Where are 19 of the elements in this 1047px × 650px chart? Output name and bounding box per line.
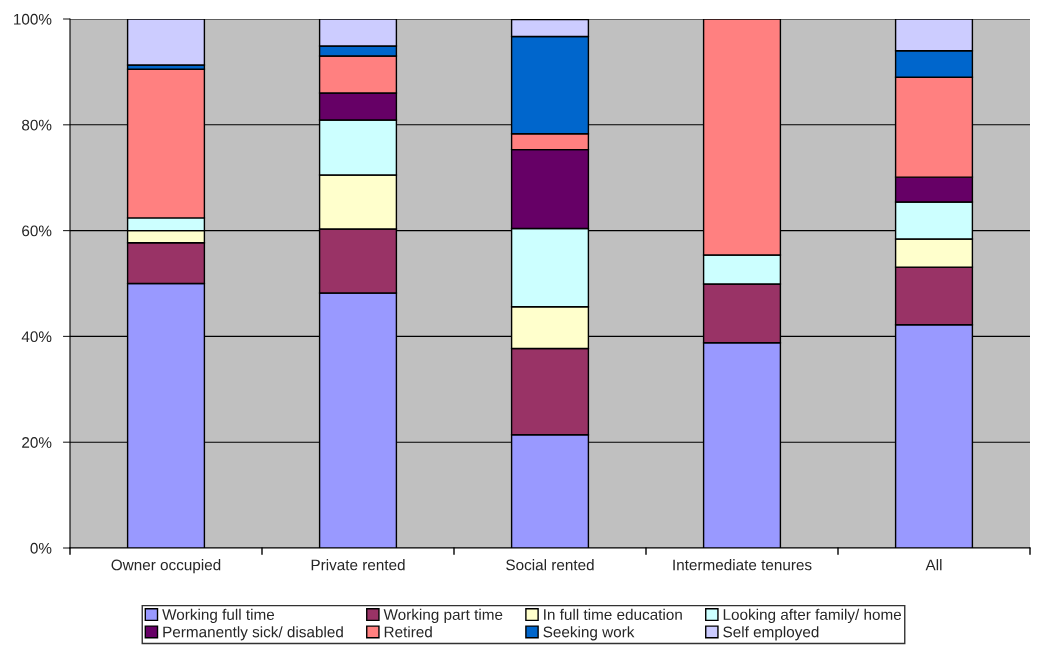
- legend-label: Self employed: [723, 626, 819, 641]
- legend-label: Permanently sick/ disabled: [163, 626, 343, 641]
- x-tick-label: Owner occupied: [111, 559, 221, 574]
- legend-label: Retired: [384, 626, 432, 638]
- legend-label: In full time education: [544, 608, 682, 620]
- legend-label: Working part time: [383, 608, 503, 624]
- x-tick-label: All: [925, 559, 942, 571]
- legend-label: Working full time: [162, 608, 275, 624]
- y-tick-label: 80%: [22, 119, 52, 131]
- x-tick-label: Intermediate tenures: [673, 559, 812, 571]
- legend-label: Looking after family/ home: [723, 608, 902, 624]
- x-tick-label: Social rented: [506, 559, 594, 571]
- x-tick-label: Private rented: [311, 559, 405, 571]
- y-tick-label: 0%: [30, 542, 52, 554]
- y-tick-label: 40%: [21, 331, 52, 343]
- y-tick-label: 100%: [14, 13, 52, 25]
- y-tick-label: 60%: [22, 225, 52, 237]
- legend-label: Seeking work: [543, 626, 635, 641]
- y-tick-label: 20%: [22, 437, 52, 448]
